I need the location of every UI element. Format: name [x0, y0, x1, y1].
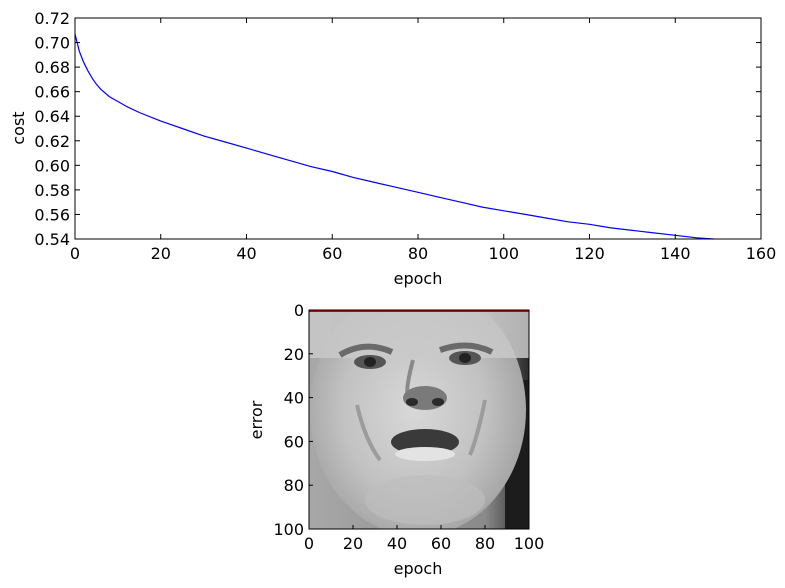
image-y-tick-label: 0 — [294, 301, 304, 320]
cost-y-tick-label: 0.70 — [34, 34, 70, 53]
cost-y-axis-label: cost — [9, 111, 28, 144]
image-x-tick-label: 20 — [343, 534, 363, 553]
image-x-tick-label: 0 — [304, 534, 314, 553]
image-y-axis-label: error — [247, 400, 266, 439]
cost-x-axis-label: epoch — [394, 269, 443, 288]
cost-y-tick-label: 0.66 — [34, 83, 70, 102]
image-y-tick-label: 40 — [284, 389, 304, 408]
cost-series-line — [74, 33, 714, 240]
right-nostril — [432, 398, 444, 406]
cost-x-tick-label: 60 — [322, 244, 342, 263]
cost-y-tick-label: 0.62 — [34, 132, 70, 151]
right-cheek-fold — [468, 399, 487, 456]
cost-x-tick-label: 100 — [488, 244, 519, 263]
cost-y-tick-label: 0.56 — [34, 205, 70, 224]
image-x-tick-label: 100 — [514, 534, 545, 553]
lower-lip — [395, 447, 455, 461]
left-pupil — [364, 357, 376, 367]
image-y-tick-label: 60 — [284, 432, 304, 451]
left-nostril — [406, 398, 418, 406]
image-x-axis-label: epoch — [394, 559, 443, 578]
cost-x-tick-label: 80 — [408, 244, 428, 263]
cost-y-tick-label: 0.58 — [34, 181, 70, 200]
right-pupil — [459, 353, 471, 363]
cost-series-layer — [74, 33, 714, 240]
cost-plot-frame — [74, 17, 762, 240]
cost-x-tick-label: 40 — [236, 244, 256, 263]
image-x-tick-label: 40 — [387, 534, 407, 553]
cost-ticks: 0 20 40 60 80 100 120 140 160 0.54 0.56 0.58 0.60 0.6… — [34, 9, 776, 263]
left-cheek-fold — [355, 404, 382, 462]
image-y-tick-label: 20 — [284, 345, 304, 364]
cost-x-tick-label: 0 — [70, 244, 80, 263]
right-eyebrow — [438, 342, 494, 355]
cost-y-tick-label: 0.72 — [34, 9, 70, 28]
image-plot-frame — [308, 309, 530, 530]
face-image — [309, 310, 529, 529]
image-y-tick-label: 100 — [273, 520, 304, 539]
cost-x-tick-label: 140 — [660, 244, 691, 263]
image-y-tick-label: 80 — [284, 476, 304, 495]
cost-y-tick-label: 0.54 — [34, 230, 70, 249]
cost-chart: 0 20 40 60 80 100 120 140 160 0.54 0.56 0.58 0.60 0.6… — [9, 9, 776, 288]
nose-tip — [403, 386, 447, 410]
image-x-tick-label: 80 — [475, 534, 495, 553]
image-x-tick-label: 60 — [431, 534, 451, 553]
cost-x-tick-label: 120 — [574, 244, 605, 263]
cost-x-tick-label: 20 — [151, 244, 171, 263]
cost-y-tick-label: 0.64 — [34, 107, 70, 126]
cost-x-tick-label: 160 — [746, 244, 777, 263]
cost-y-tick-label: 0.68 — [34, 58, 70, 77]
cost-y-tick-label: 0.60 — [34, 156, 70, 175]
chin — [365, 475, 485, 525]
left-eyebrow — [338, 343, 394, 358]
